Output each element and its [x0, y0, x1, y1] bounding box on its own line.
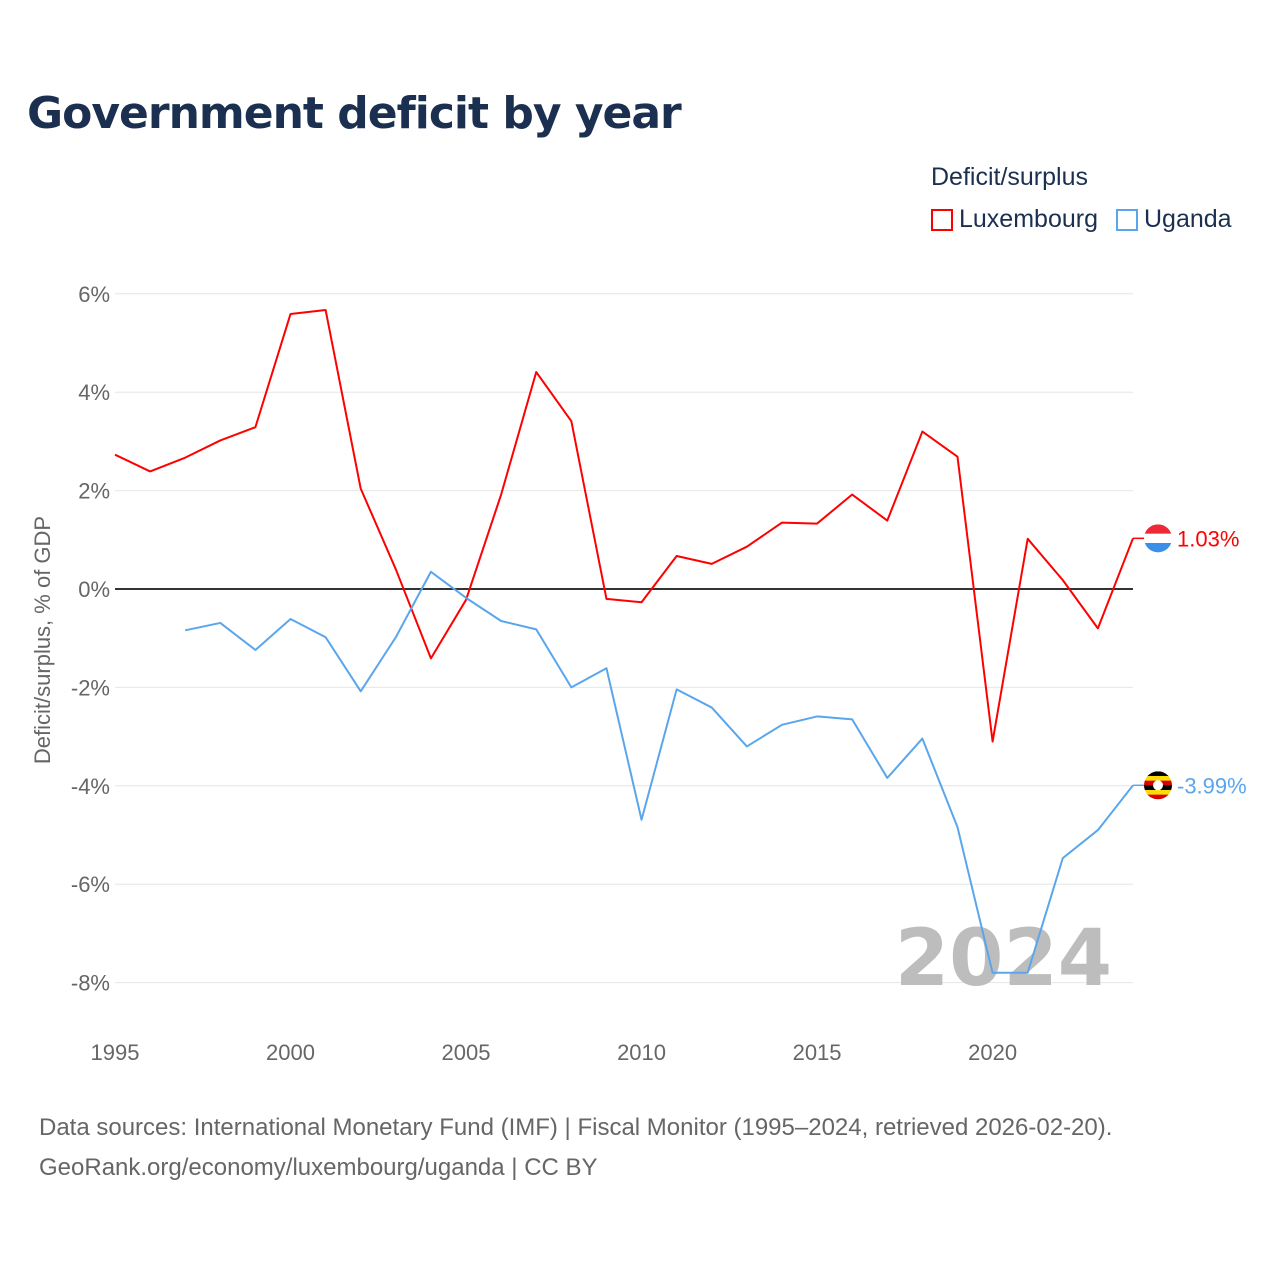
x-tick-label: 2015	[793, 1040, 842, 1065]
x-tick-label: 1995	[91, 1040, 140, 1065]
legend-swatch-uganda	[1115, 208, 1138, 231]
y-tick-label: -2%	[71, 675, 110, 700]
year-watermark: 2024	[895, 914, 1112, 1004]
source-note: Data sources: International Monetary Fun…	[39, 1108, 1112, 1188]
y-tick-label: -6%	[71, 872, 110, 897]
end-value-label: -3.99%	[1177, 773, 1247, 798]
x-tick-label: 2020	[968, 1040, 1017, 1065]
y-tick-label: -4%	[71, 774, 110, 799]
end-value-label: 1.03%	[1177, 526, 1239, 551]
flag-icon-luxembourg	[1144, 524, 1172, 553]
y-tick-label: -8%	[71, 971, 110, 996]
legend-swatch-luxembourg	[931, 208, 953, 231]
legend-item-uganda[interactable]: Uganda	[1115, 205, 1232, 234]
y-tick-label: 4%	[78, 380, 110, 405]
series-line-uganda	[185, 570, 1134, 974]
legend-item-luxembourg[interactable]: Luxembourg	[931, 205, 1098, 234]
x-tick-label: 2000	[266, 1040, 315, 1065]
legend-label: Uganda	[1143, 205, 1232, 233]
y-axis-label: Deficit/surplus, % of GDP	[30, 516, 55, 764]
series-line-luxembourg	[114, 309, 1134, 743]
legend-title: Deficit/surplus	[931, 163, 1088, 191]
y-tick-label: 2%	[78, 479, 110, 504]
source-line-2: GeoRank.org/economy/luxembourg/uganda | …	[39, 1154, 598, 1181]
y-tick-label: 6%	[78, 282, 110, 307]
chart-title: Government deficit by year	[27, 88, 682, 139]
legend: Luxembourg Uganda	[931, 205, 1232, 234]
y-tick-label: 0%	[78, 577, 110, 602]
legend-label: Luxembourg	[959, 205, 1098, 233]
flag-icon-uganda	[1144, 771, 1172, 800]
x-tick-label: 2010	[617, 1040, 666, 1065]
x-tick-label: 2005	[442, 1040, 491, 1065]
source-line-1: Data sources: International Monetary Fun…	[39, 1114, 1113, 1141]
